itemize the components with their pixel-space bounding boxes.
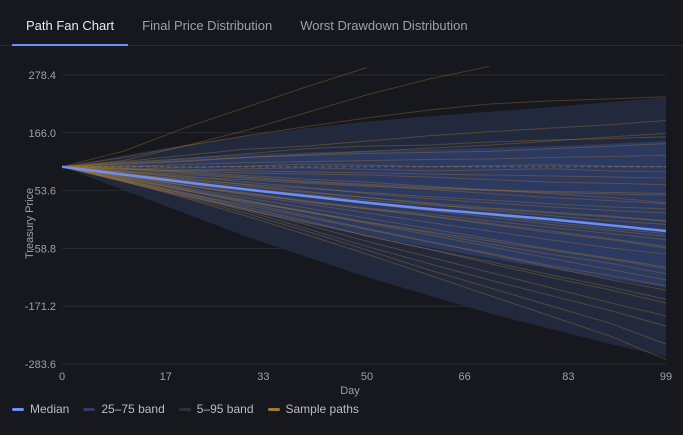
sample-path [61,166,667,361]
sample-path [61,166,667,205]
y-tick-label: 53.6 [35,186,56,198]
legend-item-band-5-95[interactable]: 5–95 band [178,402,254,416]
sample-path [61,166,667,300]
x-tick-label: 33 [257,371,269,383]
sample-path [61,166,667,179]
sample-path [61,163,667,169]
x-tick-label: 50 [361,371,373,383]
sample-path [61,96,667,168]
legend: Median 25–75 band 5–95 band Sample paths [12,400,373,418]
axes: 278.4 166.0 53.6 -58.8 -171.2 -283.60 17 33 50 66… [24,70,672,397]
legend-swatch-median [12,407,24,411]
sample-path [61,166,667,214]
legend-label-median: Median [30,402,70,416]
sample-path [61,132,667,168]
sample-path [61,166,667,304]
median [61,165,667,233]
sample-path [61,166,667,327]
legend-item-sample-paths[interactable]: Sample paths [267,402,359,416]
legend-item-band-25-75[interactable]: 25–75 band [83,402,165,416]
band-25-75 [62,141,666,288]
sample-path [61,166,667,287]
fan-chart: 278.4 166.0 53.6 -58.8 -171.2 -283.60 17 33 50 66… [24,65,672,397]
tab-path-fan-chart[interactable]: Path Fan Chart [12,18,129,46]
tab-final-price-distribution[interactable]: Final Price Distribution [142,18,273,33]
x-axis-title: Day [340,385,360,397]
y-tick-label: 166.0 [28,128,56,140]
sample-path [61,166,667,196]
x-tick-label: 17 [160,371,172,383]
sample-path [61,166,667,210]
sample-path [61,166,667,291]
tab-worst-drawdown-distribution[interactable]: Worst Drawdown Distribution [300,18,468,33]
sample-path [61,166,667,173]
sample-path [61,166,667,275]
sample-path [61,166,667,281]
y-tick-label: -58.8 [31,243,56,255]
x-tick-label: 66 [459,371,471,383]
legend-swatch-band-5-95 [178,407,191,411]
sample-path [61,119,667,168]
sample-path [61,143,667,168]
bands [62,97,666,358]
legend-swatch-sample-paths [267,407,280,411]
sample-path [61,166,667,249]
sample-path [61,166,667,204]
legend-swatch-band-25-75 [83,407,96,411]
y-tick-label: -171.2 [25,301,56,313]
sample-path [61,166,667,186]
legend-label-band-25-75: 25–75 band [101,402,165,416]
y-tick-label: -283.6 [25,359,56,371]
sample-path [61,166,667,222]
sample-path [61,166,667,270]
sample-path [61,166,667,194]
x-tick-label: 83 [562,371,574,383]
legend-label-band-5-95: 5–95 band [196,402,254,416]
sample-paths [61,65,667,361]
legend-label-sample-paths: Sample paths [285,402,359,416]
sample-path [61,154,667,168]
x-tick-label: 0 [59,371,65,383]
median-line [61,165,667,233]
sample-path [61,166,667,317]
sample-path [61,166,667,255]
legend-item-median[interactable]: Median [12,402,69,416]
sample-path [61,65,490,168]
sample-path [61,166,667,345]
sample-path [61,166,667,225]
x-tick-label: 99 [660,371,672,383]
sample-path [61,136,667,168]
tab-bar: Path Fan Chart Final Price Distribution … [0,0,683,46]
sample-path [61,166,667,241]
y-tick-label: 278.4 [28,70,56,82]
sample-path [61,67,368,168]
sample-path [61,166,667,268]
y-axis-title: Treasury Price [24,188,36,259]
